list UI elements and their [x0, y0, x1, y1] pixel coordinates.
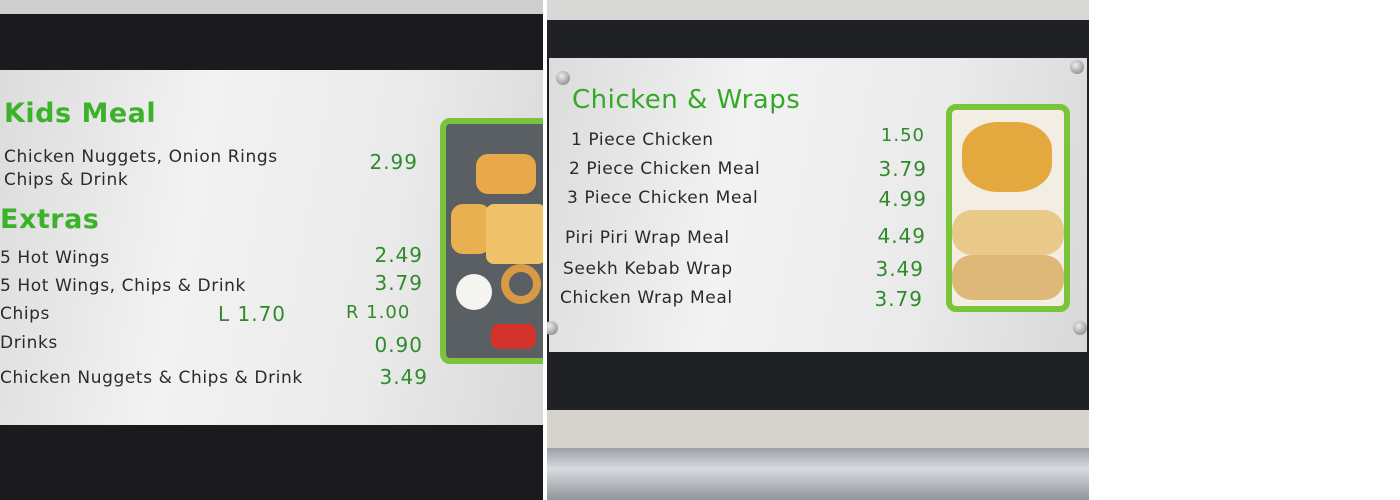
section-title-kids-meal: Kids Meal: [4, 98, 157, 129]
menu-item: Seekh Kebab Wrap: [563, 259, 733, 279]
menu-board-left: Kids Meal Chicken Nuggets, Onion Rings 2…: [0, 70, 543, 425]
menu-price: 3.79: [374, 271, 423, 295]
menu-price: 3.79: [874, 287, 923, 311]
menu-price: 0.90: [374, 333, 423, 357]
board-screw: [1070, 60, 1084, 74]
menu-price-large: L 1.70: [218, 302, 287, 326]
section-title-extras: Extras: [0, 204, 100, 235]
menu-item: 5 Hot Wings, Chips & Drink: [0, 276, 246, 296]
menu-price: 2.99: [369, 150, 418, 174]
menu-item: 5 Hot Wings: [0, 248, 110, 268]
food-photo-nuggets-chips: [440, 118, 543, 364]
ceiling-strip: [0, 0, 543, 14]
counter-shelf: [547, 410, 1089, 448]
ceiling-strip: [547, 0, 1089, 20]
menu-item: Chips: [0, 304, 51, 324]
menu-price: 4.99: [878, 187, 927, 211]
menu-price: 2.49: [374, 243, 423, 267]
menu-item: 2 Piece Chicken Meal: [569, 159, 761, 179]
section-title-chicken-wraps: Chicken & Wraps: [572, 85, 801, 115]
menu-item: Chicken Nuggets, Onion Rings: [4, 147, 278, 167]
menu-price: 3.79: [878, 157, 927, 181]
right-menu-photo: Chicken & Wraps 1 Piece Chicken 1.50 2 P…: [547, 0, 1089, 500]
menu-board-right: Chicken & Wraps 1 Piece Chicken 1.50 2 P…: [549, 58, 1087, 352]
menu-price: 3.49: [379, 365, 428, 389]
menu-item: 3 Piece Chicken Meal: [567, 188, 759, 208]
menu-item: Chicken Wrap Meal: [560, 288, 733, 308]
board-screw: [547, 321, 558, 335]
board-screw: [556, 71, 570, 85]
food-photo-chicken-wraps: [946, 104, 1070, 312]
board-screw: [1073, 321, 1087, 335]
menu-item: Piri Piri Wrap Meal: [565, 228, 730, 248]
menu-price: 3.49: [875, 257, 924, 281]
menu-price: 4.49: [877, 224, 926, 248]
left-menu-photo: Kids Meal Chicken Nuggets, Onion Rings 2…: [0, 0, 543, 500]
menu-price-regular: R 1.00: [346, 302, 411, 323]
metal-hood: [547, 448, 1089, 500]
menu-item: Chicken Nuggets & Chips & Drink: [0, 368, 303, 388]
menu-item: Chips & Drink: [4, 170, 129, 190]
menu-item: Drinks: [0, 333, 58, 353]
menu-item: 1 Piece Chicken: [571, 130, 714, 150]
menu-price: 1.50: [880, 125, 925, 146]
